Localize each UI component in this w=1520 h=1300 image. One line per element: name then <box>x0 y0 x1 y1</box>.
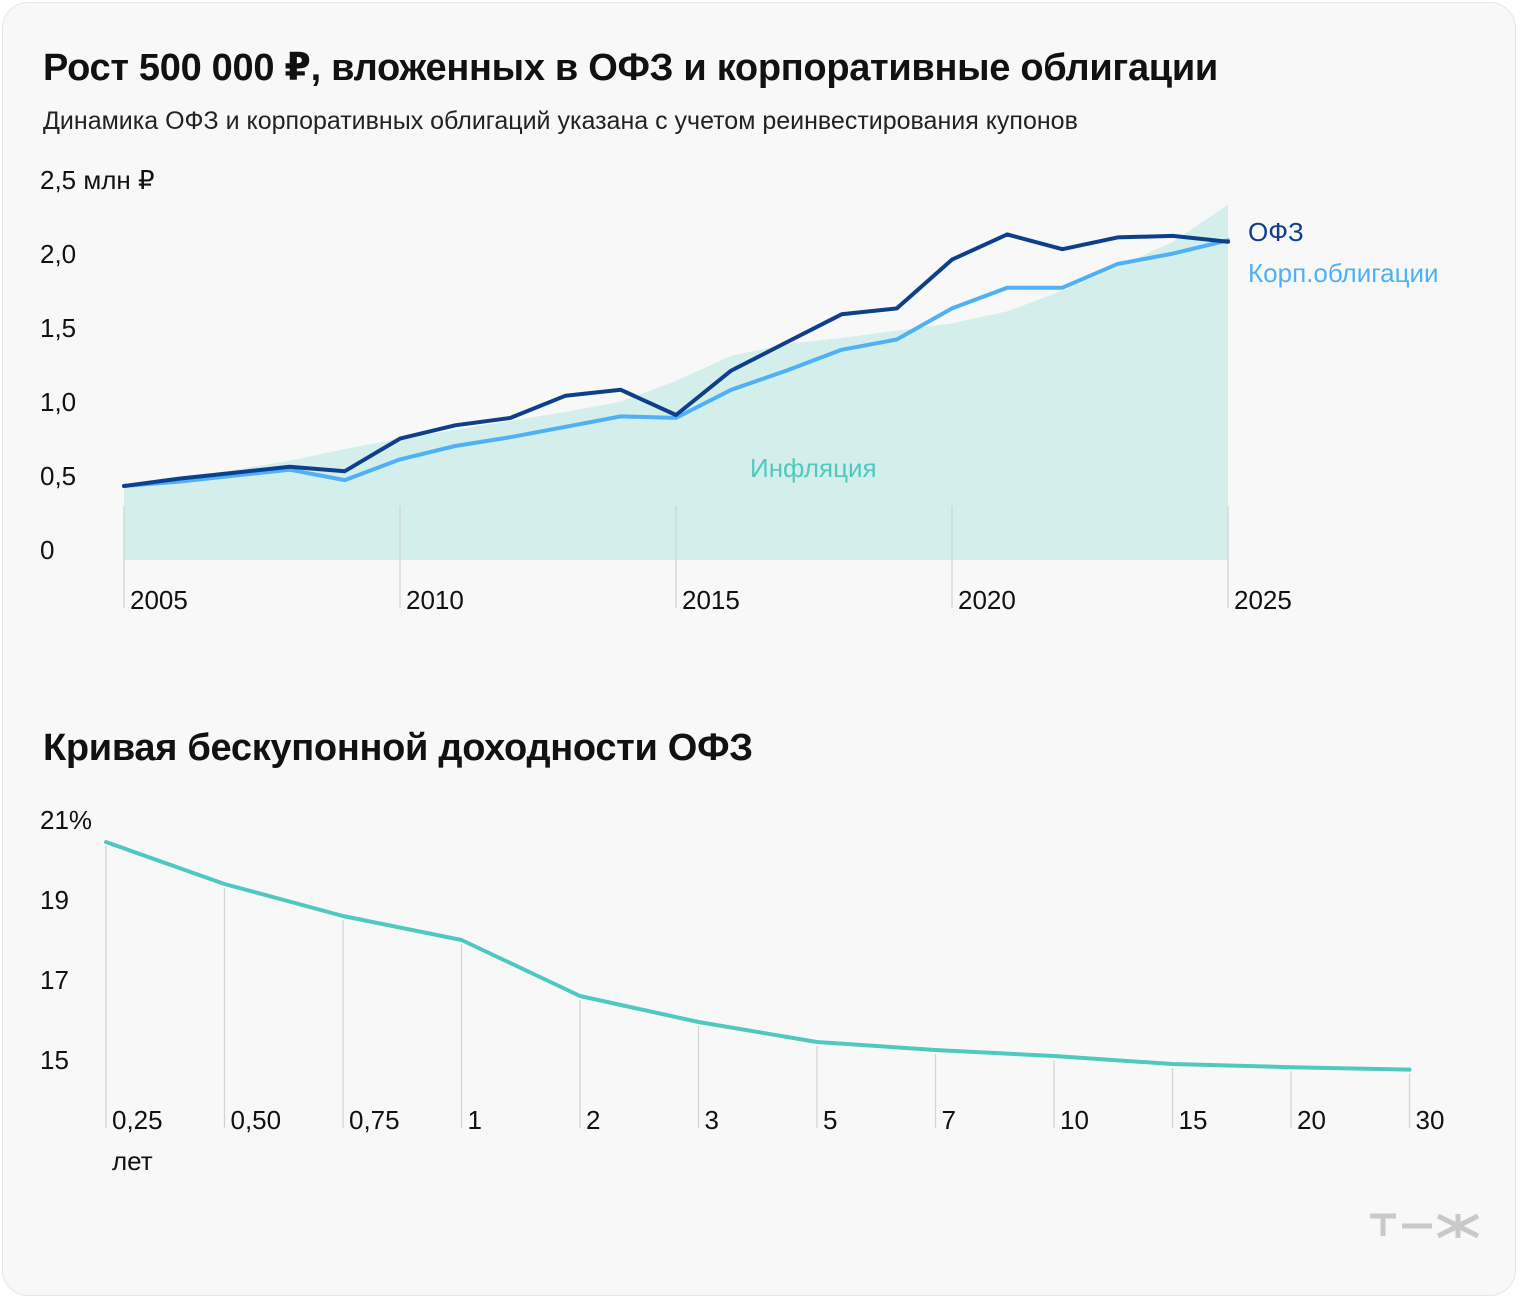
legend-ofz: ОФЗ <box>1248 217 1304 247</box>
chart-title: Рост 500 000 ₽, вложенных в ОФЗ и корпор… <box>43 47 1218 89</box>
corp-bonds-line <box>122 238 1230 488</box>
chart-subtitle: Динамика ОФЗ и корпоративных облигаций у… <box>43 107 1078 135</box>
y-tick-label: 1,0 <box>40 387 76 417</box>
x-tick-label: 2020 <box>958 585 1016 615</box>
y-tick-label: 2,5 млн ₽ <box>40 165 155 195</box>
legend-corp-bonds: Корп.облигации <box>1248 258 1439 288</box>
y-tick-label: 0,5 <box>40 461 76 491</box>
yield-curve-title: Кривая бескупонной доходности ОФЗ <box>43 727 753 769</box>
inflation-area <box>124 204 1228 561</box>
x-tick-label: 2025 <box>1234 585 1292 615</box>
tzh-logo-glyph <box>1370 1213 1480 1239</box>
y-tick-label: 2,0 <box>40 239 76 269</box>
x-tick-label: 2010 <box>406 585 464 615</box>
y-tick-label: 0 <box>40 535 54 565</box>
growth-chart: 2005 2010 2015 2020 2025 0 0,5 1,0 1,5 2,0 2,5 млн… <box>40 165 1439 615</box>
x-tick-label: 2015 <box>682 585 740 615</box>
ofz-line <box>122 232 1230 488</box>
inflation-label: Инфляция <box>750 453 877 483</box>
x-tick-label: 2005 <box>130 585 188 615</box>
y-tick-label: 1,5 <box>40 313 76 343</box>
